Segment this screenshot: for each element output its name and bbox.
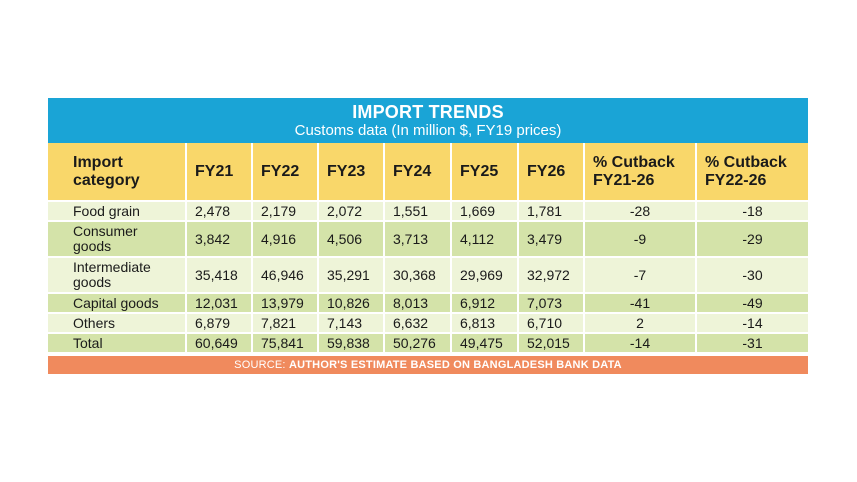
import-trends-table: Import category FY21 FY22 FY23 FY24 FY25 …: [48, 143, 808, 352]
cutback-fy22-26-cell: -31: [695, 332, 808, 352]
value-cell: 10,826: [317, 292, 384, 313]
source-text: AUTHOR'S ESTIMATE BASED ON BANGLADESH BA…: [288, 359, 622, 371]
cutback-fy21-26-cell: -14: [583, 332, 696, 352]
header-fy24: FY24: [383, 143, 451, 201]
cutback-fy21-26-cell: -7: [583, 256, 696, 293]
cutback-fy21-26-cell: -41: [583, 292, 696, 313]
value-cell: 1,669: [450, 200, 518, 221]
value-cell: 7,821: [251, 312, 318, 333]
header-import-category: Import category: [48, 143, 186, 201]
value-cell: 35,291: [317, 256, 384, 293]
value-cell: 29,969: [450, 256, 518, 293]
source-band: SOURCE: AUTHOR'S ESTIMATE BASED ON BANGL…: [48, 356, 808, 374]
table-row: Consumer goods 3,842 4,916 4,506 3,713 4,…: [48, 220, 808, 257]
category-cell: Others: [48, 312, 186, 333]
table-row: Food grain 2,478 2,179 2,072 1,551 1,669…: [48, 200, 808, 221]
value-cell: 6,710: [517, 312, 584, 333]
cutback-fy22-26-cell: -29: [695, 220, 808, 257]
value-cell: 6,813: [450, 312, 518, 333]
table-row: Intermediate goods 35,418 46,946 35,291 3…: [48, 256, 808, 293]
value-cell: 7,143: [317, 312, 384, 333]
value-cell: 1,781: [517, 200, 584, 221]
cutback-fy21-26-cell: -28: [583, 200, 696, 221]
value-cell: 4,506: [317, 220, 384, 257]
header-fy22: FY22: [251, 143, 318, 201]
value-cell: 6,912: [450, 292, 518, 313]
category-cell: Total: [48, 332, 186, 352]
value-cell: 6,632: [383, 312, 451, 333]
value-cell: 1,551: [383, 200, 451, 221]
header-cutback-fy21-26: % Cutback FY21-26: [583, 143, 696, 201]
table-row: Total 60,649 75,841 59,838 50,276 49,475…: [48, 332, 808, 352]
value-cell: 8,013: [383, 292, 451, 313]
category-cell: Food grain: [48, 200, 186, 221]
value-cell: 35,418: [185, 256, 252, 293]
header-fy23: FY23: [317, 143, 384, 201]
category-cell: Intermediate goods: [48, 256, 186, 293]
value-cell: 60,649: [185, 332, 252, 352]
value-cell: 2,179: [251, 200, 318, 221]
value-cell: 3,713: [383, 220, 451, 257]
header-fy26: FY26: [517, 143, 584, 201]
source-label: SOURCE:: [234, 359, 286, 371]
value-cell: 6,879: [185, 312, 252, 333]
value-cell: 4,916: [251, 220, 318, 257]
table-title: IMPORT TRENDS: [352, 101, 504, 122]
value-cell: 3,479: [517, 220, 584, 257]
cutback-fy22-26-cell: -14: [695, 312, 808, 333]
import-trends-card: IMPORT TRENDS Customs data (In million $…: [48, 98, 808, 374]
category-cell: Capital goods: [48, 292, 186, 313]
value-cell: 4,112: [450, 220, 518, 257]
value-cell: 52,015: [517, 332, 584, 352]
category-cell: Consumer goods: [48, 220, 186, 257]
cutback-fy22-26-cell: -18: [695, 200, 808, 221]
value-cell: 30,368: [383, 256, 451, 293]
value-cell: 7,073: [517, 292, 584, 313]
header-cutback-fy22-26: % Cutback FY22-26: [695, 143, 808, 201]
value-cell: 13,979: [251, 292, 318, 313]
value-cell: 59,838: [317, 332, 384, 352]
header-fy21: FY21: [185, 143, 252, 201]
value-cell: 46,946: [251, 256, 318, 293]
title-band: IMPORT TRENDS Customs data (In million $…: [48, 98, 808, 143]
cutback-fy22-26-cell: -30: [695, 256, 808, 293]
value-cell: 49,475: [450, 332, 518, 352]
value-cell: 32,972: [517, 256, 584, 293]
cutback-fy21-26-cell: 2: [583, 312, 696, 333]
value-cell: 50,276: [383, 332, 451, 352]
cutback-fy21-26-cell: -9: [583, 220, 696, 257]
value-cell: 3,842: [185, 220, 252, 257]
value-cell: 75,841: [251, 332, 318, 352]
table-subtitle: Customs data (In million $, FY19 prices): [294, 121, 562, 139]
header-row: Import category FY21 FY22 FY23 FY24 FY25 …: [48, 143, 808, 201]
header-fy25: FY25: [450, 143, 518, 201]
value-cell: 2,478: [185, 200, 252, 221]
table-row: Capital goods 12,031 13,979 10,826 8,013…: [48, 292, 808, 313]
value-cell: 12,031: [185, 292, 252, 313]
cutback-fy22-26-cell: -49: [695, 292, 808, 313]
value-cell: 2,072: [317, 200, 384, 221]
table-row: Others 6,879 7,821 7,143 6,632 6,813 6,7…: [48, 312, 808, 333]
